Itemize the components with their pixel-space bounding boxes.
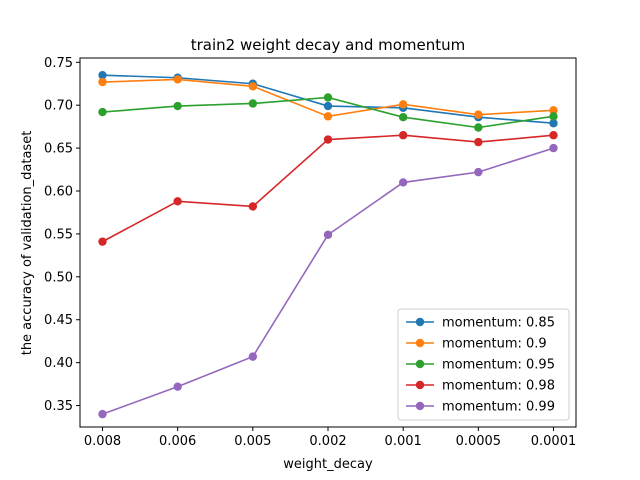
- legend-item: momentum: 0.85: [406, 316, 555, 331]
- data-point: [248, 352, 258, 361]
- y-axis-label: the accuracy of validation_dataset: [20, 131, 35, 356]
- data-point: [173, 101, 182, 111]
- data-point: [549, 106, 558, 115]
- data-point: [549, 143, 558, 153]
- legend-marker: [415, 401, 425, 411]
- data-point: [474, 123, 483, 132]
- data-point: [549, 119, 558, 128]
- data-point: [323, 135, 333, 144]
- legend-label: momentum: 0.99: [442, 400, 555, 415]
- y-tick-label: 0.70: [44, 99, 73, 114]
- x-tick-label: 0.006: [159, 434, 196, 449]
- x-tick-label: 0.001: [385, 434, 422, 449]
- y-axis: 0.35 0.40 0.45 0.50 0.55 0.60 0.65 0.70 0.75: [44, 56, 80, 414]
- x-tick-label: 0.005: [234, 434, 271, 449]
- legend-item: momentum: 0.99: [406, 400, 555, 415]
- y-tick-label: 0.50: [44, 270, 73, 285]
- series-2: [98, 75, 558, 121]
- data-point: [173, 75, 182, 84]
- data-point: [98, 77, 107, 87]
- data-point: [98, 107, 107, 117]
- legend-marker: [415, 359, 425, 369]
- x-tick-label: 0.0005: [456, 434, 502, 449]
- data-point: [398, 100, 408, 109]
- y-tick-label: 0.60: [44, 185, 73, 200]
- legend-item: momentum: 0.9: [406, 337, 547, 352]
- x-tick-label: 0.008: [84, 434, 121, 449]
- legend-label: momentum: 0.98: [442, 379, 555, 394]
- plot-area: [98, 70, 558, 419]
- y-tick-label: 0.75: [44, 56, 73, 71]
- data-point: [398, 113, 408, 122]
- x-tick-label: 0.002: [309, 434, 346, 449]
- y-tick-label: 0.35: [44, 399, 73, 414]
- legend-marker: [415, 380, 425, 390]
- y-tick-label: 0.65: [44, 142, 73, 157]
- legend-label: momentum: 0.9: [442, 337, 547, 352]
- data-point: [98, 237, 107, 246]
- series-5: [98, 143, 558, 419]
- data-point: [173, 382, 182, 391]
- data-point: [398, 131, 408, 140]
- series-3: [98, 93, 558, 132]
- data-point: [323, 93, 333, 102]
- legend-box: [397, 308, 570, 421]
- data-point: [474, 137, 483, 147]
- data-point: [549, 131, 558, 140]
- x-axis-label: weight_decay: [283, 457, 373, 472]
- y-tick-label: 0.55: [44, 227, 73, 242]
- legend-marker: [415, 338, 425, 348]
- data-point: [248, 82, 258, 91]
- legend-label: momentum: 0.85: [442, 316, 555, 331]
- legend-marker: [415, 317, 425, 327]
- data-point: [474, 167, 483, 177]
- data-point: [98, 70, 107, 80]
- series-line: [102, 134, 554, 243]
- legend-item: momentum: 0.95: [406, 358, 555, 373]
- data-point: [248, 99, 258, 108]
- x-tick-label: 0.0001: [531, 434, 577, 449]
- data-point: [98, 409, 107, 419]
- y-tick-label: 0.40: [44, 356, 73, 371]
- data-point: [248, 202, 258, 211]
- y-tick-label: 0.45: [44, 313, 73, 328]
- legend: momentum: 0.85 momentum: 0.9 momentum: 0.9…: [397, 308, 570, 421]
- data-point: [323, 112, 333, 121]
- data-point: [398, 178, 408, 187]
- data-point: [549, 112, 558, 121]
- data-point: [323, 230, 333, 239]
- data-point: [474, 110, 483, 119]
- legend-item: momentum: 0.98: [406, 379, 555, 394]
- x-axis: 0.008 0.006 0.005 0.002 0.001 0.0005 0.0001: [84, 427, 576, 449]
- chart-title: train2 weight decay and momentum: [191, 36, 466, 54]
- data-point: [173, 197, 182, 206]
- data-point: [323, 101, 333, 111]
- series-4: [98, 131, 558, 246]
- legend-label: momentum: 0.95: [442, 358, 555, 373]
